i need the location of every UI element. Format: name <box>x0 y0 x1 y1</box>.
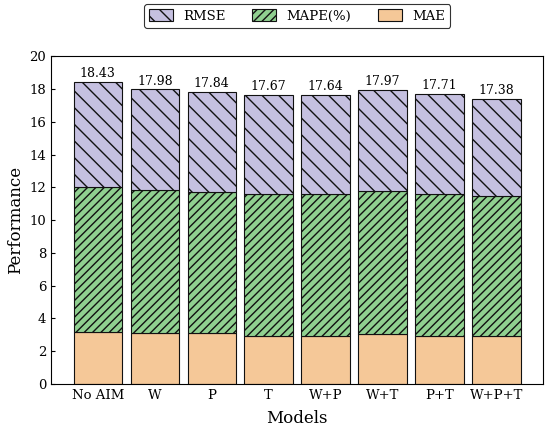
Text: 18.43: 18.43 <box>80 67 116 80</box>
Text: 17.67: 17.67 <box>251 79 287 92</box>
Bar <box>74 332 122 384</box>
Bar <box>415 335 464 384</box>
Bar <box>130 333 179 384</box>
Text: 17.98: 17.98 <box>137 75 173 88</box>
Bar <box>188 92 236 192</box>
Bar <box>472 197 521 335</box>
Text: 17.84: 17.84 <box>194 77 229 90</box>
Bar <box>244 194 293 335</box>
Bar <box>244 335 293 384</box>
Text: 17.64: 17.64 <box>308 80 344 93</box>
Bar <box>359 191 407 334</box>
Text: 17.38: 17.38 <box>478 84 514 97</box>
Bar <box>130 190 179 333</box>
Bar <box>301 95 350 194</box>
Bar <box>74 187 122 332</box>
X-axis label: Models: Models <box>266 410 328 427</box>
Bar <box>359 334 407 384</box>
Bar <box>244 95 293 194</box>
Legend: RMSE, MAPE(%), MAE: RMSE, MAPE(%), MAE <box>144 4 450 28</box>
Bar <box>301 194 350 335</box>
Y-axis label: Performance: Performance <box>7 166 24 274</box>
Bar <box>74 82 122 187</box>
Bar <box>188 333 236 384</box>
Bar <box>472 99 521 197</box>
Text: 17.97: 17.97 <box>365 75 400 88</box>
Text: 17.71: 17.71 <box>422 79 458 92</box>
Bar <box>188 192 236 333</box>
Bar <box>301 335 350 384</box>
Bar <box>130 89 179 190</box>
Bar <box>472 335 521 384</box>
Bar <box>415 194 464 335</box>
Bar <box>359 90 407 191</box>
Bar <box>415 94 464 194</box>
